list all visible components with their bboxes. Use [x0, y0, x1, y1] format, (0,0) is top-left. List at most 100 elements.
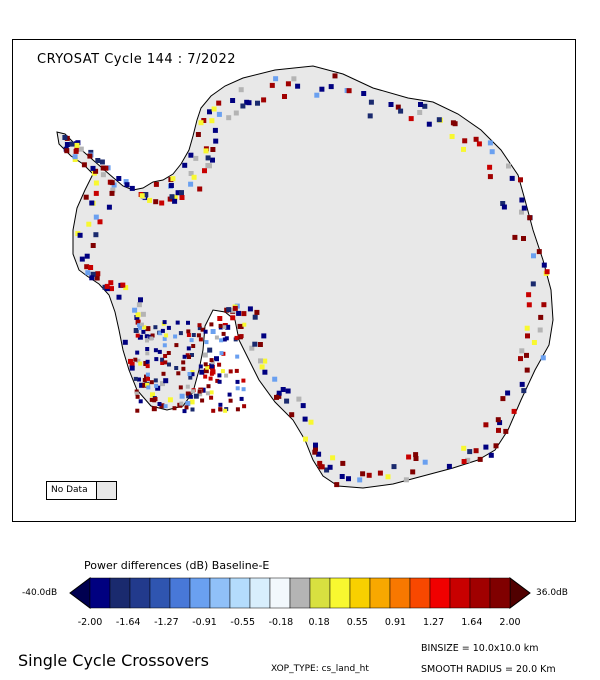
crossover-bin: [313, 446, 318, 452]
crossover-bin: [503, 428, 509, 434]
crossover-bin: [89, 275, 95, 281]
crossover-bin: [205, 391, 210, 396]
crossover-bin: [493, 443, 499, 449]
crossover-bin: [284, 398, 290, 404]
crossover-bin: [235, 407, 240, 412]
crossover-bin: [242, 322, 247, 327]
crossover-bin: [90, 243, 96, 248]
crossover-bin: [160, 381, 165, 387]
crossover-bin: [178, 385, 183, 390]
crossover-bin: [187, 372, 192, 376]
crossover-bin: [164, 333, 169, 338]
crossover-bin: [188, 394, 193, 399]
crossover-bin: [410, 469, 416, 475]
crossover-bin: [175, 190, 181, 196]
colorbar-min-label: -40.0dB: [22, 588, 58, 598]
crossover-bin: [531, 253, 536, 259]
crossover-bin: [174, 343, 179, 348]
crossover-bin: [179, 401, 184, 406]
crossover-bin: [209, 363, 215, 369]
crossover-bin: [218, 323, 223, 328]
crossover-bin: [182, 354, 187, 359]
crossover-bin: [210, 157, 215, 163]
crossover-bin: [95, 158, 101, 163]
crossover-bin: [316, 451, 322, 457]
crossover-bin: [446, 463, 452, 469]
crossover-bin: [163, 354, 168, 358]
crossover-bin: [228, 369, 233, 374]
crossover-bin: [217, 316, 223, 321]
crossover-bin: [461, 445, 467, 451]
crossover-bin: [249, 345, 255, 351]
colorbar-cell: [329, 577, 351, 609]
crossover-bin: [145, 347, 150, 351]
crossover-bin: [519, 348, 525, 354]
crossover-bin: [129, 362, 135, 367]
crossover-bin: [209, 358, 214, 363]
crossover-bin: [272, 376, 278, 382]
crossover-bin: [185, 401, 191, 406]
crossover-bin: [295, 83, 301, 89]
crossover-bin: [166, 351, 171, 355]
crossover-bin: [181, 360, 186, 365]
crossover-bin: [483, 444, 489, 450]
crossover-bin: [186, 346, 191, 351]
crossover-bin: [236, 310, 242, 316]
crossover-bin: [199, 369, 205, 375]
crossover-bin: [176, 371, 181, 376]
antarctica-map: [56, 65, 554, 489]
crossover-bin: [524, 325, 530, 331]
crossover-bin: [319, 464, 325, 470]
crossover-bin: [193, 155, 199, 161]
crossover-bin: [500, 396, 506, 402]
crossover-bin: [388, 102, 394, 107]
crossover-bin: [205, 365, 210, 370]
crossover-bin: [206, 384, 211, 389]
crossover-bin: [209, 118, 215, 124]
crossover-bin: [72, 157, 78, 162]
crossover-bin: [217, 379, 222, 384]
crossover-bin: [203, 148, 209, 154]
crossover-bin: [185, 384, 190, 389]
crossover-bin: [313, 442, 318, 448]
crossover-bin: [88, 265, 94, 270]
crossover-bin: [483, 422, 489, 428]
crossover-bin: [210, 147, 216, 152]
crossover-bin: [398, 108, 404, 114]
crossover-bin: [129, 365, 135, 371]
crossover-bin: [205, 155, 211, 161]
crossover-bin: [138, 325, 142, 330]
crossover-bin: [340, 460, 346, 466]
colorbar-cell: [209, 577, 231, 609]
crossover-bin: [406, 454, 412, 460]
crossover-bin: [109, 180, 115, 186]
crossover-bin: [120, 282, 126, 288]
crossover-bin: [188, 375, 193, 380]
crossover-bin: [197, 326, 202, 331]
crossover-bin: [506, 163, 511, 169]
map-title: CRYOSAT Cycle 144 : 7/2022: [37, 52, 237, 67]
crossover-bin: [179, 190, 184, 196]
crossover-bin: [145, 359, 150, 364]
crossover-bin: [538, 314, 544, 320]
crossover-bin: [172, 406, 177, 411]
crossover-bin: [473, 448, 479, 454]
crossover-bin: [90, 271, 96, 277]
crossover-bin: [93, 214, 99, 220]
crossover-bin: [155, 385, 161, 391]
crossover-bin: [327, 464, 333, 470]
crossover-bin: [87, 153, 93, 159]
crossover-bin: [230, 98, 236, 103]
crossover-bin: [501, 204, 507, 210]
crossover-bin: [473, 136, 479, 142]
crossover-bin: [465, 457, 471, 463]
crossover-bin: [160, 328, 165, 333]
crossover-bin: [467, 449, 473, 455]
crossover-bin: [132, 307, 138, 313]
colorbar-cell: [349, 577, 371, 609]
crossover-bin: [526, 292, 532, 298]
crossover-bin: [142, 382, 148, 388]
crossover-bin: [134, 389, 139, 394]
crossover-bin: [366, 472, 372, 478]
crossover-bin: [274, 394, 279, 400]
